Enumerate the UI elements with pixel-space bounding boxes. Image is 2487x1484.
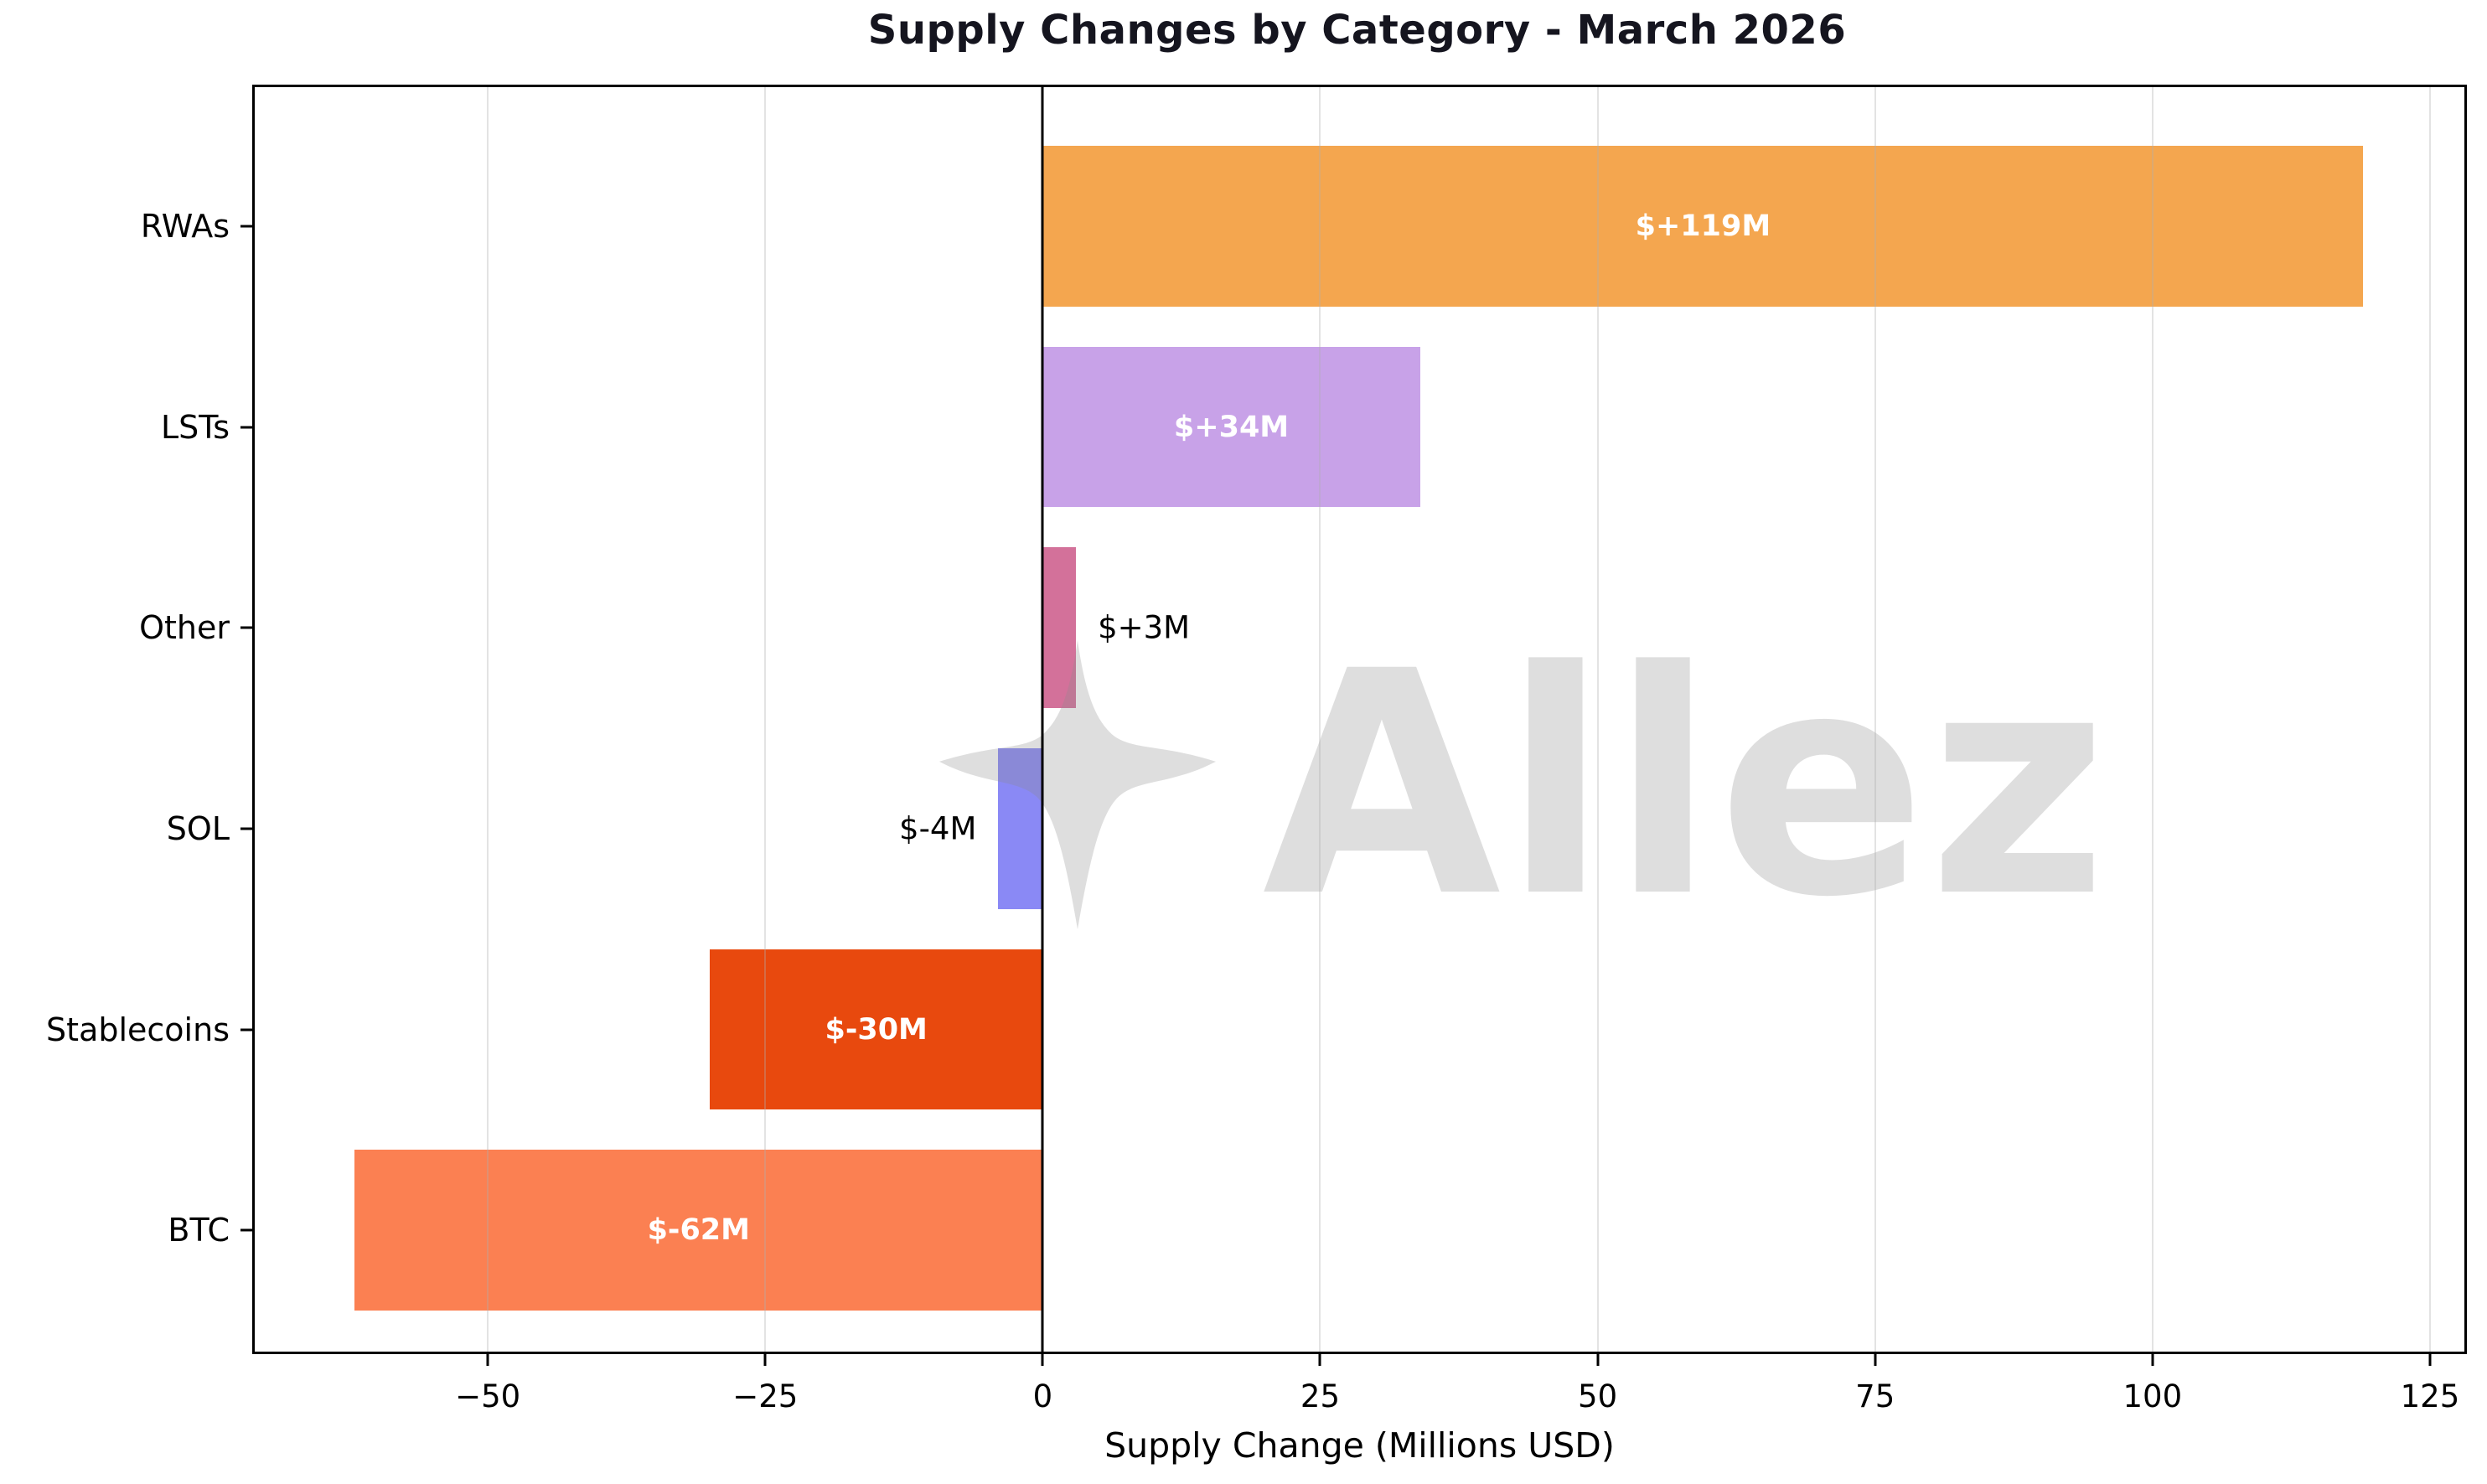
bar-rwas [1042, 146, 2364, 307]
gridline-25 [1319, 87, 1321, 1352]
y-category-label-sol: SOL [166, 809, 230, 847]
x-tick-label-0: 0 [1032, 1378, 1053, 1414]
y-tick-mark-other [240, 626, 252, 629]
y-category-label-other: Other [139, 609, 230, 647]
x-tick-label--25: −25 [732, 1378, 799, 1414]
x-tick-mark--25 [763, 1354, 767, 1366]
bar-other [1042, 547, 1077, 709]
gridline-125 [2428, 87, 2431, 1352]
x-tick-label-75: 75 [1855, 1378, 1895, 1414]
gridline-100 [2151, 87, 2154, 1352]
bar-lsts [1042, 346, 1420, 508]
bar-value-label-stablecoins: $-30M [825, 1012, 928, 1047]
y-category-label-lsts: LSTs [160, 408, 230, 446]
x-tick-mark-25 [1318, 1354, 1321, 1366]
gridline--25 [764, 87, 767, 1352]
x-tick-mark-0 [1041, 1354, 1044, 1366]
x-tick-mark--50 [486, 1354, 489, 1366]
y-category-label-btc: BTC [168, 1212, 230, 1249]
x-tick-mark-75 [1874, 1354, 1877, 1366]
zero-axis-line [1041, 87, 1044, 1352]
chart-title: Supply Changes by Category - March 2026 [867, 7, 1847, 54]
bar-value-label-btc: $-62M [647, 1213, 750, 1248]
y-category-label-stablecoins: Stablecoins [46, 1011, 230, 1048]
y-tick-mark-btc [240, 1228, 252, 1232]
bar-stablecoins [710, 949, 1043, 1110]
gridline-50 [1596, 87, 1599, 1352]
bar-sol [998, 748, 1043, 909]
gridline-75 [1874, 87, 1876, 1352]
x-tick-label-125: 125 [2400, 1378, 2460, 1414]
y-tick-mark-lsts [240, 426, 252, 429]
bar-value-label-sol: $-4M [899, 810, 977, 847]
bar-value-label-lsts: $+34M [1173, 410, 1290, 444]
x-tick-label--50: −50 [455, 1378, 521, 1414]
x-tick-mark-50 [1596, 1354, 1600, 1366]
watermark-text: Allez [1262, 604, 2110, 964]
x-tick-mark-125 [2428, 1354, 2432, 1366]
bar-value-label-rwas: $+119M [1635, 209, 1771, 243]
watermark-inner: Allez [939, 604, 2110, 964]
y-tick-mark-stablecoins [240, 1028, 252, 1031]
sparkle-logo-icon [939, 640, 1217, 930]
x-tick-label-100: 100 [2122, 1378, 2183, 1414]
x-tick-label-50: 50 [1578, 1378, 1618, 1414]
gridline--50 [487, 87, 489, 1352]
x-tick-mark-100 [2151, 1354, 2154, 1366]
x-axis-label: Supply Change (Millions USD) [1104, 1425, 1615, 1466]
bar-value-label-other: $+3M [1098, 609, 1191, 646]
y-category-label-rwas: RWAs [140, 207, 230, 245]
bar-btc [354, 1150, 1043, 1311]
y-tick-mark-rwas [240, 225, 252, 228]
y-tick-mark-sol [240, 827, 252, 830]
x-tick-label-25: 25 [1300, 1378, 1341, 1414]
plot-area: Allez Supply Change (Millions USD) $+119… [46, 85, 2467, 1466]
